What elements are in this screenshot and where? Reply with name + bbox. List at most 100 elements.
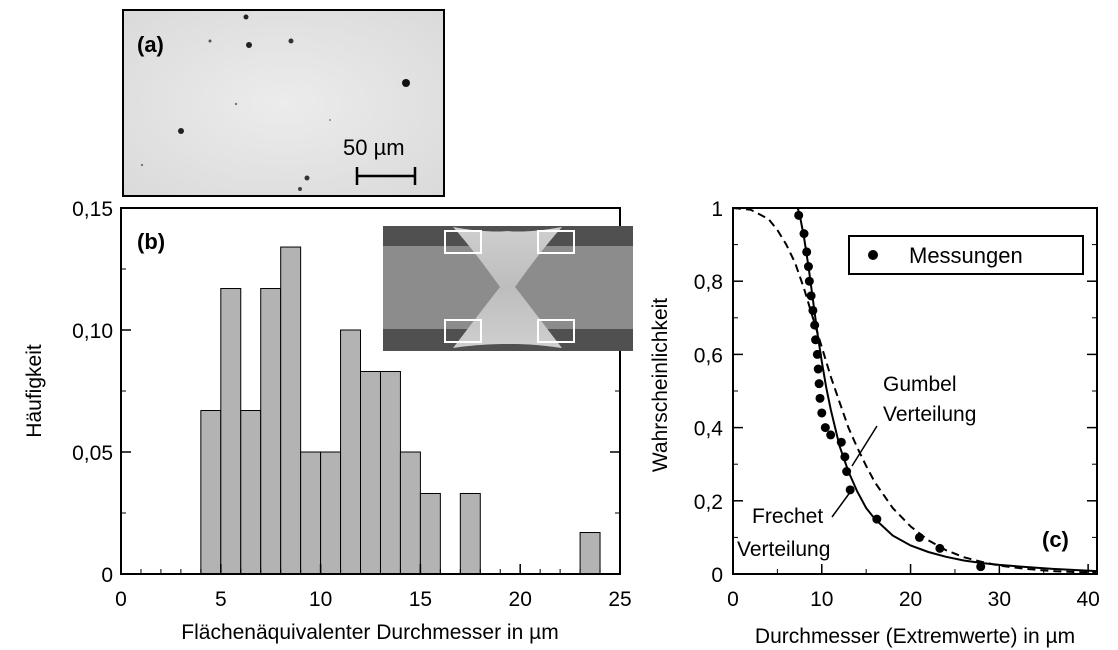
- measurement-point: [845, 485, 855, 495]
- histogram-bar: [360, 370, 381, 575]
- measurement-point: [806, 291, 816, 301]
- inclusion-dot: [298, 187, 302, 191]
- y-tick-label: 0,8: [694, 271, 723, 294]
- probability-panel-c: 0 10 20 30 40 0 0,2 0,4 0,6 0,8 1 Messungen Gumbel…: [649, 198, 1100, 648]
- probability-x-axis-label: Durchmesser (Extremwerte) in µm: [755, 625, 1075, 648]
- annotation-frechet-leader: [831, 490, 852, 518]
- inset-marker-box: [444, 230, 482, 254]
- panel-label-a: (a): [137, 32, 164, 57]
- inset-marker-box: [537, 319, 575, 343]
- annotation-gumbel-line1: Gumbel: [883, 373, 957, 396]
- histogram-bar: [320, 451, 342, 575]
- inclusion-dot: [178, 128, 184, 134]
- probability-y-axis-label: Wahrscheinlichkeit: [649, 298, 672, 472]
- histogram-bar: [260, 288, 282, 575]
- legend-marker: [868, 250, 878, 260]
- y-tick-label: 0: [101, 564, 113, 587]
- measurement-points: [794, 210, 986, 572]
- measurement-point: [799, 229, 809, 239]
- measurement-point: [811, 335, 821, 345]
- measurement-point: [802, 247, 812, 257]
- x-tick-label: 0: [727, 588, 739, 611]
- panel-label-c: (c): [1042, 527, 1069, 552]
- scale-bar: [355, 167, 417, 185]
- measurement-point: [808, 305, 818, 315]
- inclusion-dot: [329, 119, 331, 121]
- measurement-point: [804, 276, 814, 286]
- x-tick-label: 25: [608, 588, 631, 611]
- micrograph-panel-a: (a) 50 µm: [122, 9, 445, 197]
- inclusion-dot: [304, 175, 310, 181]
- measurement-point: [826, 430, 836, 440]
- annotation-frechet-line1: Frechet: [752, 505, 823, 528]
- weld-cross-section-inset: [383, 226, 633, 351]
- histogram-panel-b: 0 5 10 15 20 25 0 0,05 0,10 0,15 (b) Flächenäquiv…: [23, 198, 633, 644]
- measurement-point: [976, 562, 986, 572]
- x-tick-label: 10: [309, 588, 332, 611]
- inclusion-dot: [234, 102, 238, 106]
- scale-bar-label: 50 µm: [343, 135, 405, 160]
- histogram-bar: [300, 451, 322, 575]
- measurement-point: [872, 514, 882, 524]
- inset-marker-box: [444, 319, 482, 343]
- x-tick-label: 20: [509, 588, 532, 611]
- y-tick-label: 1: [711, 198, 723, 221]
- inclusion-dot: [243, 14, 249, 20]
- inclusion-dot: [208, 39, 212, 43]
- measurement-point: [935, 543, 945, 553]
- histogram-bar: [220, 288, 242, 575]
- annotation-gumbel-line2: Verteilung: [883, 403, 976, 426]
- gumbel-curve: [732, 207, 1098, 574]
- histogram-bar: [579, 532, 601, 575]
- legend-label-messungen: Messungen: [909, 243, 1023, 268]
- measurement-point: [814, 379, 824, 389]
- histogram-bar: [340, 329, 362, 575]
- histogram-bars: [200, 246, 601, 575]
- histogram-y-axis-label: Häufigkeit: [23, 344, 46, 438]
- measurement-point: [813, 364, 823, 374]
- histogram-bar: [419, 492, 441, 575]
- y-tick-label: 0,2: [694, 491, 723, 514]
- x-tick-label: 30: [988, 588, 1011, 611]
- x-tick-label: 10: [810, 588, 833, 611]
- histogram-bar: [240, 410, 262, 575]
- measurement-point: [810, 320, 820, 330]
- y-tick-label: 0,4: [694, 418, 724, 441]
- probability-ticks: 0 10 20 30 40 0 0,2 0,4 0,6 0,8 1: [694, 198, 1100, 611]
- histogram-bar: [379, 370, 401, 575]
- measurement-point: [812, 349, 822, 359]
- histogram-bar: [459, 492, 481, 575]
- measurement-point: [840, 452, 850, 462]
- inclusion-dot: [246, 42, 252, 48]
- measurement-point: [817, 408, 827, 418]
- x-tick-label: 5: [215, 588, 227, 611]
- measurement-point: [794, 210, 804, 220]
- legend: Messungen: [848, 235, 1084, 275]
- inclusion-dot: [402, 79, 410, 87]
- histogram-x-axis-label: Flächenäquivalenter Durchmesser in µm: [181, 621, 558, 644]
- y-tick-label: 0,10: [72, 320, 113, 343]
- histogram-bar: [280, 246, 302, 575]
- x-tick-label: 20: [899, 588, 922, 611]
- x-tick-label: 15: [409, 588, 432, 611]
- micrograph-image: [122, 9, 445, 197]
- x-tick-label: 40: [1076, 588, 1099, 611]
- measurement-point: [914, 532, 924, 542]
- measurement-point: [820, 423, 830, 433]
- histogram-bar: [399, 451, 421, 575]
- y-tick-label: 0,15: [72, 198, 113, 221]
- inset-marker-box: [537, 230, 575, 254]
- y-tick-label: 0,05: [72, 442, 113, 465]
- inclusion-dot: [140, 163, 144, 167]
- histogram-ticks: 0 5 10 15 20 25 0 0,05 0,10 0,15: [72, 198, 632, 611]
- x-tick-label: 0: [115, 588, 127, 611]
- legend-box: [848, 235, 1084, 275]
- measurement-point: [842, 467, 852, 477]
- annotation-frechet-line2: Verteilung: [737, 538, 830, 561]
- histogram-bar: [200, 410, 222, 575]
- y-tick-label: 0,6: [694, 344, 723, 367]
- y-tick-label: 0: [711, 564, 723, 587]
- panel-label-b: (b): [137, 229, 165, 254]
- measurement-point: [815, 393, 825, 403]
